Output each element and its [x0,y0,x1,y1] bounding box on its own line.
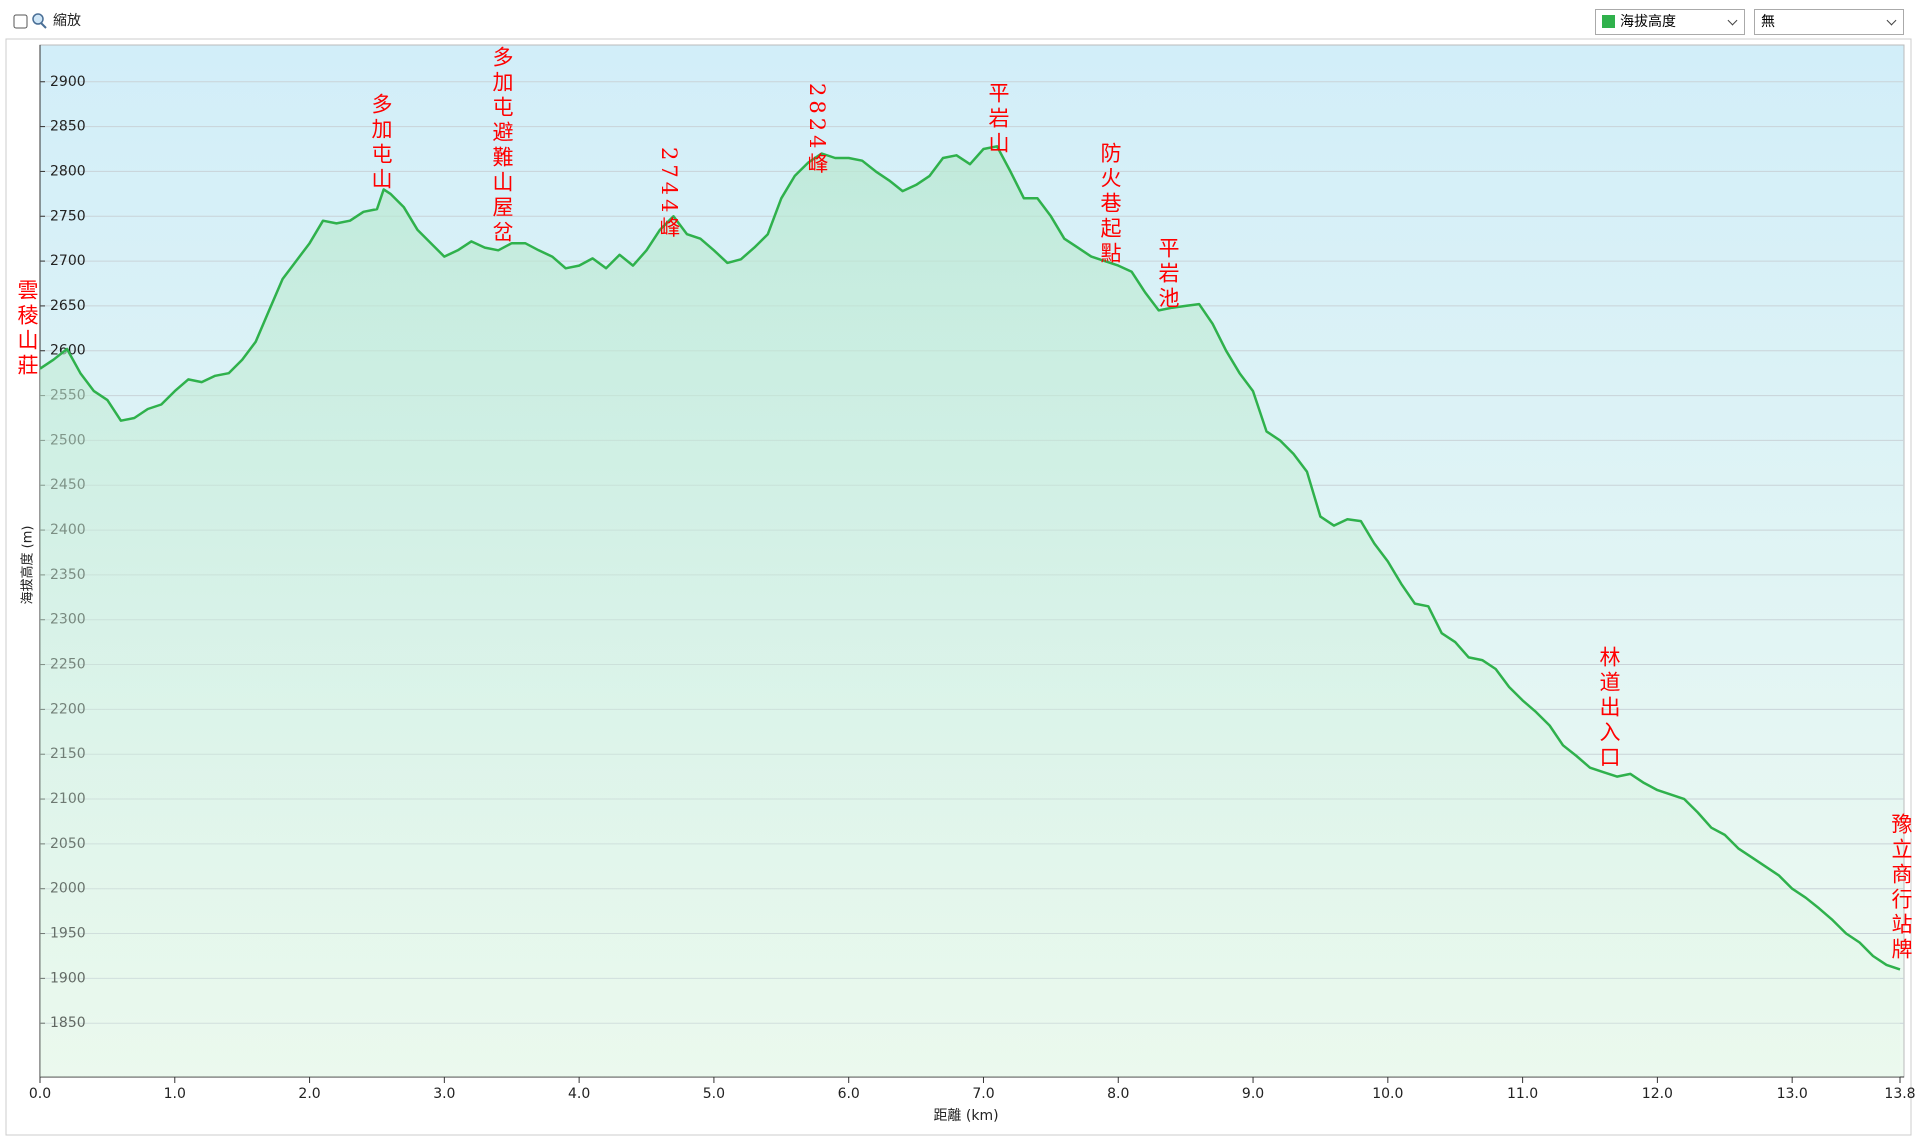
annotation: 多加屯避難山屋岔 [490,46,514,246]
y-tick-label: 2700 [50,253,86,269]
line [39,145,1901,971]
legend-swatch [1602,15,1615,28]
zoom-label: 縮放 [53,13,81,29]
x-tick-label: 6.0 [838,1086,860,1102]
x-tick-label: 7.0 [972,1086,994,1102]
legend-label: 海拔高度 [1620,14,1676,30]
x-tick-label: 5.0 [703,1086,725,1102]
zoom-checkbox[interactable] [13,14,28,29]
series-select[interactable]: 海拔高度 [1595,9,1745,35]
x-tick-label: 1.0 [164,1086,186,1102]
x-tick-label: 2.0 [298,1086,320,1102]
x-tick-label: 10.0 [1372,1086,1403,1102]
zoom-icon [32,13,44,25]
x-tick-label: 0.0 [29,1086,51,1102]
y-tick-label: 2750 [50,208,86,224]
annotation: 多加屯山 [369,93,393,193]
annotation: 林道出入口 [1597,646,1621,771]
x-tick-label: 8.0 [1107,1086,1129,1102]
y-tick-label: 2650 [50,298,86,314]
annotation: 平岩池 [1156,237,1180,312]
annotation: 2744峰 [657,147,681,242]
y-axis-label: 海拔高度 (m) [20,526,36,605]
x-axis-label: 距離 (km) [933,1107,998,1124]
x-tick-label: 12.0 [1642,1086,1673,1102]
area [40,146,1900,1078]
y-tick-label: 2850 [50,119,86,135]
x-tick-label: 3.0 [433,1086,455,1102]
annotation: 雲稜山莊 [15,279,39,379]
x-tick-label: 4.0 [568,1086,590,1102]
y-tick-label: 2800 [50,163,86,179]
y-tick-label: 2900 [50,74,86,90]
select-value: 無 [1761,14,1775,30]
x-tick-label: 9.0 [1242,1086,1264,1102]
x-tick-label: 11.0 [1507,1086,1538,1102]
second-select[interactable]: 無 [1754,9,1904,35]
annotation: 2824峰 [805,83,829,178]
annotation: 平岩山 [986,82,1010,157]
zoom-icon-handle [40,22,47,29]
x-tick-label: 13.8 [1884,1086,1915,1102]
annotation: 防火巷起點 [1098,142,1122,267]
x-tick-label: 13.0 [1777,1086,1808,1102]
annotation: 豫立商行站牌 [1889,813,1913,963]
